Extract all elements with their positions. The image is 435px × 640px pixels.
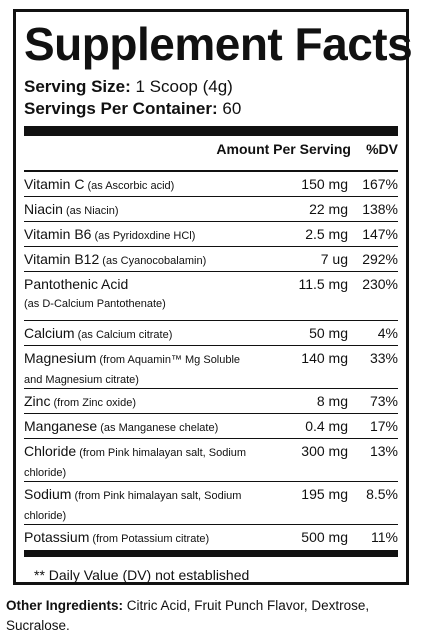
nutrient-source: (from Pink himalayan salt, Sodium chlori…	[24, 490, 242, 522]
nutrient-source: (from Potassium citrate)	[89, 533, 210, 545]
nutrient-amount: 22 mg	[309, 201, 348, 217]
nutrient-source: (from Zinc oxide)	[50, 397, 137, 409]
nutrient-name: Calcium (as Calcium citrate)	[24, 325, 173, 341]
nutrient-dv: 147%	[362, 226, 398, 242]
serving-size-value: 1 Scoop (4g)	[130, 77, 233, 96]
nutrient-source: (as D-Calcium Pantothenate)	[24, 298, 166, 310]
nutrient-dv: 11%	[371, 529, 398, 545]
thick-divider	[24, 126, 398, 136]
nutrient-amount: 50 mg	[309, 325, 348, 341]
nutrient-name: Potassium (from Potassium citrate)	[24, 529, 210, 545]
nutrient-row: Vitamin B12 (as Cyanocobalamin) 7 ug 292…	[24, 247, 398, 272]
dv-footnote: ** Daily Value (DV) not established	[34, 567, 250, 583]
nutrient-name: Niacin (as Niacin)	[24, 201, 119, 217]
nutrient-dv: 17%	[369, 418, 398, 434]
nutrient-row: Manganese (as Manganese chelate) 0.4 mg …	[24, 414, 398, 439]
nutrient-source: (as Manganese chelate)	[97, 422, 219, 434]
nutrient-amount: 150 mg	[301, 176, 348, 192]
nutrient-row: Zinc (from Zinc oxide) 8 mg 73%	[24, 389, 398, 414]
nutrient-row: Calcium (as Calcium citrate) 50 mg 4%	[24, 321, 398, 346]
nutrient-source: (as Pyridoxdine HCl)	[91, 230, 196, 242]
nutrient-row: Magnesium (from Aquamin™ Mg Soluble and …	[24, 346, 398, 389]
header-amount-per-serving: Amount Per Serving	[216, 141, 351, 157]
nutrient-row: Chloride (from Pink himalayan salt, Sodi…	[24, 439, 398, 482]
serving-size-label: Serving Size:	[24, 77, 131, 96]
nutrient-row: Pantothenic Acid (as D-Calcium Pantothena…	[24, 272, 398, 321]
supplement-facts-panel: Supplement Facts Serving Size: 1 Scoop (…	[13, 9, 413, 585]
nutrient-dv: 4%	[377, 325, 398, 341]
nutrient-amount: 140 mg	[301, 350, 348, 366]
nutrient-source: (as Niacin)	[62, 205, 119, 217]
header-divider	[24, 170, 398, 172]
nutrient-source: (as Cyanocobalamin)	[99, 255, 207, 267]
nutrient-name: Sodium (from Pink himalayan salt, Sodium…	[24, 486, 242, 522]
other-ingredients-label: Other Ingredients:	[6, 598, 124, 613]
servings-label: Servings Per Container:	[24, 99, 218, 118]
nutrient-dv: 73%	[369, 393, 398, 409]
nutrient-name: Zinc (from Zinc oxide)	[24, 393, 137, 409]
nutrient-dv: 13%	[369, 443, 398, 459]
nutrient-amount: 500 mg	[301, 529, 348, 545]
nutrient-amount: 2.5 mg	[305, 226, 348, 242]
other-ingredients: Other Ingredients: Citric Acid, Fruit Pu…	[6, 596, 426, 636]
nutrient-dv: 230%	[362, 276, 398, 292]
nutrient-amount: 11.5 mg	[298, 276, 348, 292]
nutrient-row: Sodium (from Pink himalayan salt, Sodium…	[24, 482, 398, 525]
nutrient-source: (from Pink himalayan salt, Sodium chlori…	[24, 447, 247, 479]
nutrient-name: Magnesium (from Aquamin™ Mg Soluble and …	[24, 350, 241, 386]
nutrient-dv: 292%	[362, 251, 398, 267]
nutrient-amount: 300 mg	[301, 443, 348, 459]
nutrient-name: Vitamin B6 (as Pyridoxdine HCl)	[24, 226, 196, 242]
nutrient-row: Vitamin C (as Ascorbic acid) 150 mg 167%	[24, 172, 398, 197]
serving-size: Serving Size: 1 Scoop (4g)	[24, 76, 233, 98]
nutrient-source: (from Aquamin™ Mg Soluble and Magnesium …	[24, 354, 241, 386]
nutrient-amount: 8 mg	[316, 393, 348, 409]
nutrient-name: Manganese (as Manganese chelate)	[24, 418, 219, 434]
nutrient-amount: 195 mg	[301, 486, 348, 502]
servings-per-container: Servings Per Container: 60	[24, 98, 241, 120]
nutrient-amount: 7 ug	[320, 251, 348, 267]
nutrient-dv: 167%	[362, 176, 398, 192]
nutrient-dv: 138%	[362, 201, 398, 217]
nutrient-name: Chloride (from Pink himalayan salt, Sodi…	[24, 443, 247, 479]
nutrient-row: Niacin (as Niacin) 22 mg 138%	[24, 197, 398, 222]
header-dv: %DV	[366, 141, 398, 157]
nutrient-dv: 8.5%	[366, 486, 398, 502]
nutrient-dv: 33%	[369, 350, 398, 366]
nutrient-table: Vitamin C (as Ascorbic acid) 150 mg 167%…	[24, 172, 398, 550]
nutrient-row: Potassium (from Potassium citrate) 500 m…	[24, 525, 398, 550]
other-ingredients-text: Citric Acid, Fruit Punch Flavor, Dextros…	[6, 598, 370, 633]
nutrient-source: (as Ascorbic acid)	[84, 180, 175, 192]
nutrient-amount: 0.4 mg	[305, 418, 348, 434]
nutrient-name: Vitamin C (as Ascorbic acid)	[24, 176, 175, 192]
nutrient-name: Vitamin B12 (as Cyanocobalamin)	[24, 251, 207, 267]
nutrient-name: Pantothenic Acid (as D-Calcium Pantothena…	[24, 276, 166, 310]
nutrient-source: (as Calcium citrate)	[74, 329, 173, 341]
nutrient-row: Vitamin B6 (as Pyridoxdine HCl) 2.5 mg 1…	[24, 222, 398, 247]
panel-title: Supplement Facts	[24, 18, 413, 70]
bottom-divider	[24, 550, 398, 557]
servings-value: 60	[217, 99, 242, 118]
